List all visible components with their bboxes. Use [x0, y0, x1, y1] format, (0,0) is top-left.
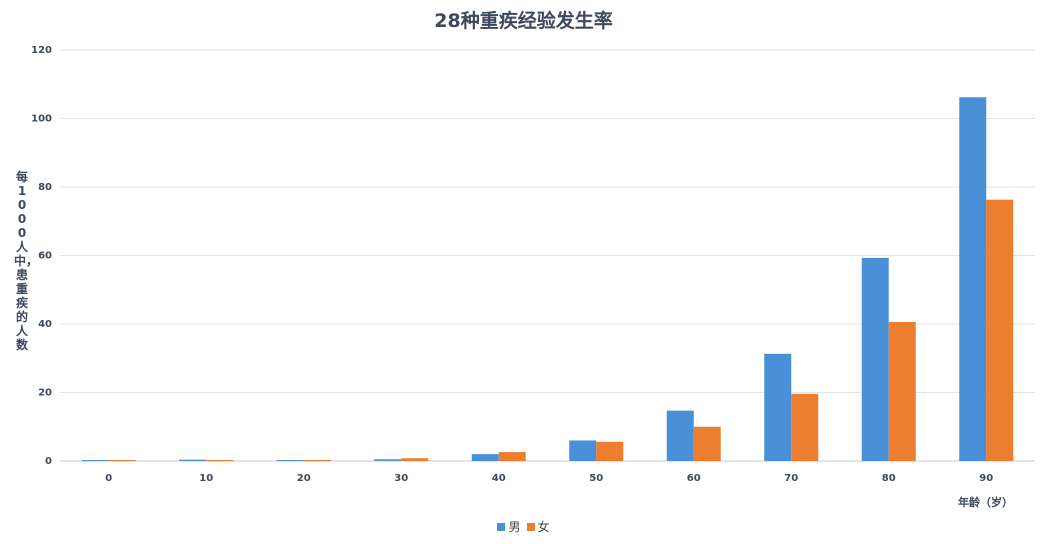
x-tick-label: 0	[105, 473, 112, 484]
bar-女-10	[206, 460, 234, 461]
bar-女-40	[498, 452, 526, 461]
y-tick-label: 40	[38, 319, 52, 330]
y-axis-label: 每1000人中，患重疾的人数	[14, 170, 39, 352]
y-tick-label: 80	[38, 182, 52, 193]
x-tick-label: 10	[199, 473, 213, 484]
legend-swatch	[526, 522, 535, 531]
x-tick-label: 60	[687, 473, 701, 484]
bar-男-0	[81, 460, 109, 461]
y-tick-label: 20	[38, 388, 52, 399]
legend-label: 女	[537, 520, 550, 534]
bar-男-30	[374, 459, 402, 461]
legend: 男女	[0, 518, 1047, 535]
x-tick-label: 20	[297, 473, 311, 484]
bar-女-50	[596, 441, 624, 461]
bar-男-70	[764, 353, 792, 461]
x-tick-label: 90	[979, 473, 993, 484]
y-tick-label: 100	[31, 114, 52, 125]
bar-男-90	[959, 97, 987, 461]
chart-title: 28种重疾经验发生率	[434, 10, 613, 32]
bar-女-60	[693, 426, 721, 461]
y-tick-label: 0	[45, 456, 52, 467]
y-tick-label: 120	[31, 45, 52, 56]
bar-男-50	[569, 440, 597, 461]
legend-item: 女	[526, 518, 550, 535]
x-tick-label: 30	[394, 473, 408, 484]
bar-男-10	[179, 459, 207, 461]
x-tick-label: 80	[882, 473, 896, 484]
x-tick-label: 40	[492, 473, 506, 484]
bar-女-70	[791, 393, 819, 461]
bar-女-80	[888, 321, 916, 461]
bar-男-40	[471, 454, 499, 461]
bar-女-90	[986, 199, 1014, 462]
bar-男-60	[666, 410, 694, 461]
bar-女-0	[108, 460, 136, 461]
bar-女-20	[303, 460, 331, 461]
legend-swatch	[497, 522, 506, 531]
legend-item: 男	[497, 518, 521, 535]
bar-男-20	[276, 460, 304, 461]
bar-女-30	[401, 458, 429, 461]
x-axis-label: 年龄（岁）	[958, 496, 1013, 509]
legend-label: 男	[508, 520, 521, 534]
bar-男-80	[861, 257, 889, 461]
x-tick-label: 50	[589, 473, 603, 484]
y-tick-label: 60	[38, 251, 52, 262]
x-tick-label: 70	[784, 473, 798, 484]
